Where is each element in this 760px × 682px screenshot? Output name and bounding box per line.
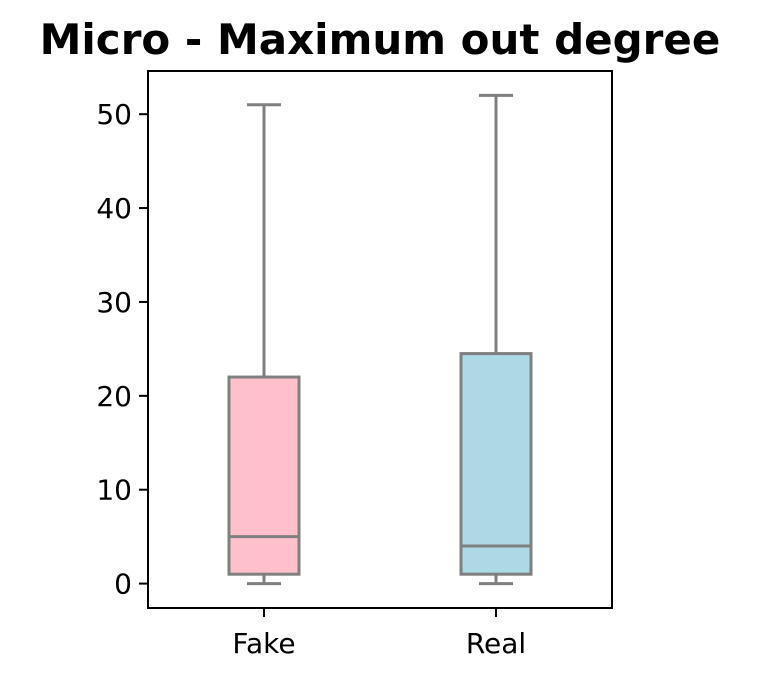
y-tick-label: 20 [96,380,132,413]
y-tick-label: 30 [96,286,132,319]
iqr-box [227,375,301,576]
chart-title: Micro - Maximum out degree [40,15,721,64]
y-tick-label: 10 [96,474,132,507]
iqr-box [459,352,533,576]
box-fake [227,103,301,586]
y-tick-label: 0 [114,568,132,601]
y-tick-label: 50 [96,98,132,131]
y-tick-label: 40 [96,192,132,225]
x-axis: Fake Real [232,608,526,660]
plot-area [147,70,613,609]
boxplots [227,93,533,586]
x-tick-label: Real [466,627,526,660]
box-real [459,93,533,586]
x-tick-label: Fake [232,627,295,660]
y-axis: 0 10 20 30 40 50 [96,98,148,601]
